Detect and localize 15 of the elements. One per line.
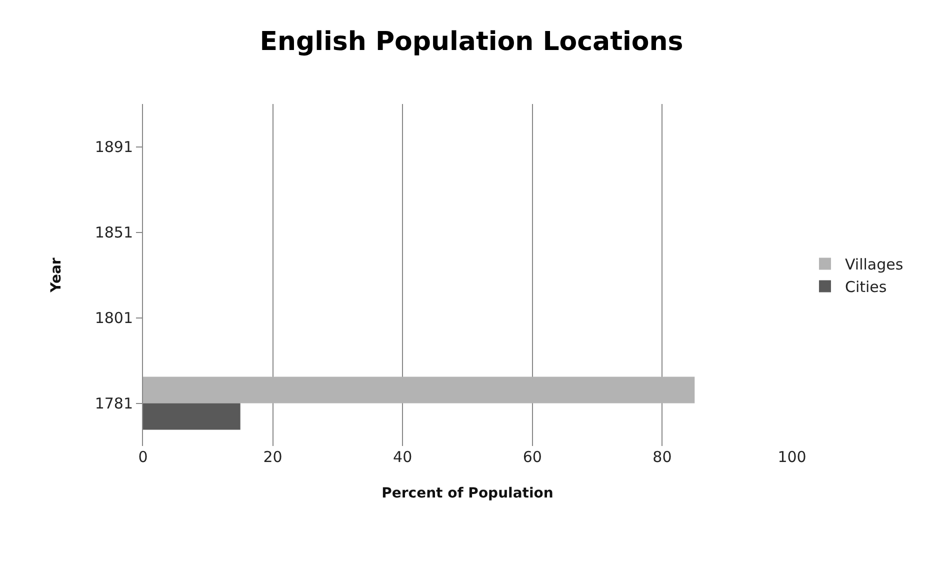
x-tick-label: 100 [778, 448, 806, 466]
y-tick-label: 1781 [94, 394, 133, 412]
x-tick-label: 20 [263, 448, 282, 466]
x-tick-label: 40 [393, 448, 412, 466]
chart-title: English Population Locations [260, 27, 684, 58]
x-tick-label: 0 [138, 448, 148, 466]
legend-label: Cities [844, 278, 887, 296]
y-tick-label: 1851 [94, 224, 133, 242]
y-axis-title: Year [48, 258, 64, 294]
x-axis-title: Percent of Population [382, 485, 554, 502]
x-tick-label: 60 [522, 448, 542, 466]
y-tick-label: 1891 [94, 138, 133, 156]
y-tick-label: 1801 [94, 309, 133, 327]
legend-label: Villages [844, 256, 904, 274]
x-tick-label: 80 [652, 448, 672, 466]
